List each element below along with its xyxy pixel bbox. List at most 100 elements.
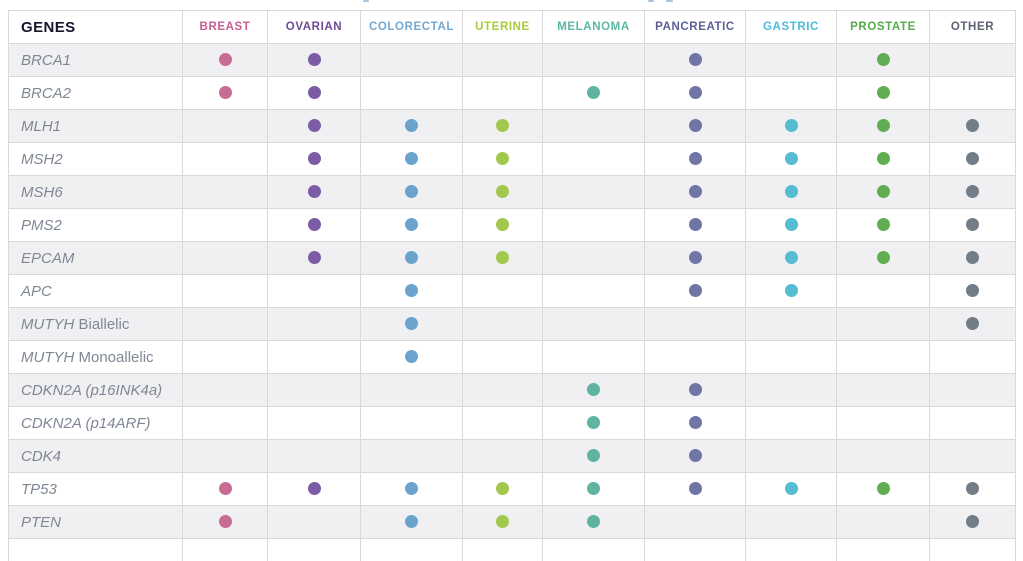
risk-dot-ovarian <box>307 251 321 265</box>
cell-colorectal <box>360 109 463 143</box>
cell-ovarian <box>267 307 361 341</box>
cell-colorectal <box>360 241 463 275</box>
risk-dot-melanoma <box>587 482 600 496</box>
risk-dot-melanoma <box>587 515 600 529</box>
cell-prostate <box>836 373 930 407</box>
cell-uterine <box>462 340 543 374</box>
cell-colorectal <box>360 439 463 473</box>
risk-dot-ovarian <box>307 53 321 67</box>
cell-other <box>929 439 1016 473</box>
cell-prostate <box>836 43 930 77</box>
cell-pancreatic <box>644 43 746 77</box>
cell-colorectal <box>360 208 463 242</box>
cell-other <box>929 307 1016 341</box>
risk-dot-pancreatic <box>688 251 702 265</box>
cell-melanoma <box>542 76 645 110</box>
cell-breast <box>182 43 268 77</box>
cell-other <box>929 274 1016 308</box>
risk-dot-pancreatic <box>688 86 702 100</box>
cell-breast <box>182 340 268 374</box>
cell-ovarian <box>267 76 361 110</box>
genes-column-header: GENES <box>8 10 183 44</box>
risk-dot-uterine <box>496 251 509 265</box>
risk-dot-breast <box>218 482 232 496</box>
risk-dot-other <box>966 119 979 133</box>
risk-dot-colorectal <box>405 515 418 529</box>
risk-dot-colorectal <box>405 251 418 265</box>
risk-dot-pancreatic <box>688 449 702 463</box>
risk-dot-pancreatic <box>688 152 702 166</box>
column-header-breast: BREAST <box>182 10 268 44</box>
risk-dot-pancreatic <box>688 482 702 496</box>
cell-prostate <box>836 505 930 539</box>
risk-dot-colorectal <box>405 284 418 298</box>
cell-melanoma <box>542 241 645 275</box>
risk-dot-colorectal <box>405 218 418 232</box>
cell-pancreatic <box>644 76 746 110</box>
cell-prostate <box>836 274 930 308</box>
cell-pancreatic <box>644 340 746 374</box>
risk-dot-uterine <box>496 482 509 496</box>
cell-colorectal <box>360 505 463 539</box>
cell-prostate <box>836 439 930 473</box>
gene-name: BRCA1 <box>8 43 183 77</box>
cell-gastric <box>745 109 837 143</box>
risk-dot-uterine <box>496 185 509 199</box>
cell-gastric <box>745 505 837 539</box>
cell-gastric <box>745 142 837 176</box>
risk-dot-ovarian <box>307 482 321 496</box>
risk-dot-other <box>966 251 979 265</box>
risk-dot-other <box>966 317 979 331</box>
cell-colorectal <box>360 76 463 110</box>
cell-breast <box>182 241 268 275</box>
partial-cell <box>8 538 183 561</box>
risk-dot-uterine <box>496 515 509 529</box>
risk-dot-other <box>966 482 979 496</box>
cell-pancreatic <box>644 274 746 308</box>
cell-other <box>929 109 1016 143</box>
column-header-ovarian: OVARIAN <box>267 10 361 44</box>
risk-dot-other <box>966 515 979 529</box>
risk-dot-pancreatic <box>688 119 702 133</box>
risk-dot-ovarian <box>307 119 321 133</box>
risk-dot-colorectal <box>405 482 418 496</box>
risk-dot-colorectal <box>405 152 418 166</box>
gene-name: PTEN <box>8 505 183 539</box>
cell-pancreatic <box>644 472 746 506</box>
partial-row <box>8 538 1016 561</box>
cell-pancreatic <box>644 505 746 539</box>
risk-dot-melanoma <box>587 449 600 463</box>
cell-prostate <box>836 109 930 143</box>
cell-pancreatic <box>644 439 746 473</box>
risk-dot-colorectal <box>405 119 418 133</box>
risk-dot-pancreatic <box>688 185 702 199</box>
gene-row-msh2: MSH2 <box>8 142 1016 176</box>
cell-gastric <box>745 43 837 77</box>
column-header-uterine: UTERINE <box>462 10 543 44</box>
gene-name: PMS2 <box>8 208 183 242</box>
cell-prostate <box>836 142 930 176</box>
column-header-prostate: PROSTATE <box>836 10 930 44</box>
risk-dot-ovarian <box>307 152 321 166</box>
table-body: BRCA1 BRCA2 MLH1 MSH2 MSH6 PMS2 EPCAM APC MUTYH … <box>8 43 1016 561</box>
cell-melanoma <box>542 175 645 209</box>
risk-dot-melanoma <box>587 383 600 397</box>
cell-prostate <box>836 76 930 110</box>
risk-dot-breast <box>218 515 232 529</box>
gene-row-tp53: TP53 <box>8 472 1016 506</box>
risk-dot-pancreatic <box>688 53 702 67</box>
cell-ovarian <box>267 142 361 176</box>
risk-dot-other <box>966 284 979 298</box>
cell-melanoma <box>542 208 645 242</box>
cropped-title-fragment <box>363 0 369 2</box>
cell-melanoma <box>542 373 645 407</box>
cell-other <box>929 43 1016 77</box>
gene-name: MSH6 <box>8 175 183 209</box>
cell-breast <box>182 142 268 176</box>
cell-colorectal <box>360 274 463 308</box>
cell-melanoma <box>542 406 645 440</box>
cell-pancreatic <box>644 109 746 143</box>
cell-gastric <box>745 439 837 473</box>
gene-row-pms2: PMS2 <box>8 208 1016 242</box>
cell-melanoma <box>542 439 645 473</box>
